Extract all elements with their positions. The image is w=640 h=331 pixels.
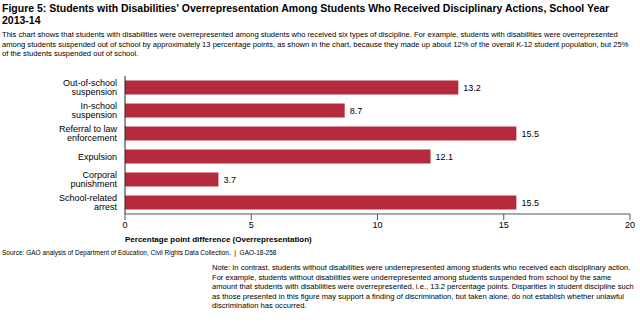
- svg-text:12.1: 12.1: [436, 152, 454, 162]
- svg-text:15.5: 15.5: [521, 129, 539, 139]
- html-text:Percentage point difference (O: Percentage point difference (Overreprese…: [125, 235, 312, 244]
- svg-text:Referral to lawenforcement: Referral to lawenforcement: [59, 124, 118, 143]
- svg-text:13.2: 13.2: [463, 83, 481, 93]
- html-text:Figure 5: Students with Disabi: Figure 5: Students with Disabilities' Ov…: [2, 2, 610, 26]
- svg-text:5: 5: [249, 220, 254, 230]
- svg-text:Corporalpunishment: Corporalpunishment: [70, 170, 117, 189]
- svg-text:3.7: 3.7: [223, 175, 236, 185]
- svg-text:Expulsion: Expulsion: [78, 152, 117, 162]
- svg-text:0: 0: [122, 220, 127, 230]
- svg-text:15: 15: [499, 220, 509, 230]
- svg-text:8.7: 8.7: [350, 106, 363, 116]
- svg-text:15.5: 15.5: [521, 198, 539, 208]
- html-text:This chart shows that students: This chart shows that students with disa…: [2, 30, 629, 58]
- svg-text:Out-of-schoolsuspension: Out-of-schoolsuspension: [63, 78, 117, 97]
- svg-text:School-relatedarrest: School-relatedarrest: [59, 193, 118, 212]
- svg-text:10: 10: [372, 220, 382, 230]
- html-text:Note: In contrast, students wi: Note: In contrast, students without disa…: [212, 263, 634, 311]
- html-text:Source: GAO analysis of Depart: Source: GAO analysis of Department of Ed…: [2, 249, 277, 256]
- svg-text:In-schoolsuspension: In-schoolsuspension: [71, 101, 117, 120]
- svg-text:20: 20: [625, 220, 632, 230]
